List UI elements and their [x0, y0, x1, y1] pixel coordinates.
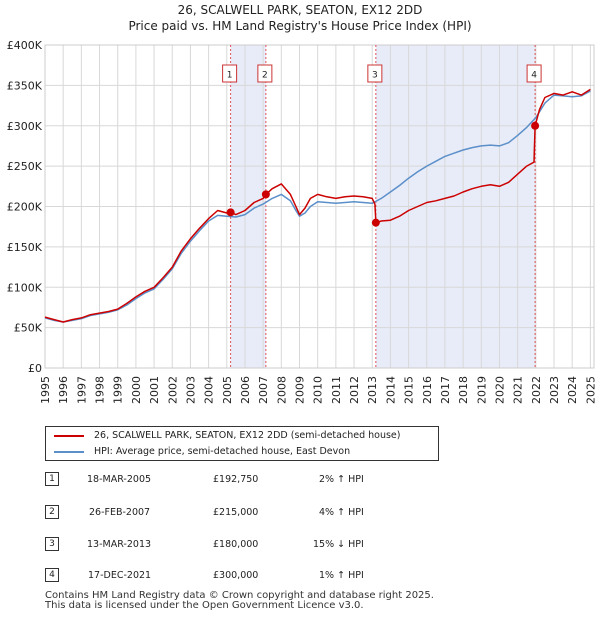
sale-number: 1 — [45, 472, 59, 486]
sale-date: 26-FEB-2007 — [89, 507, 151, 518]
sale-price: £192,750 — [213, 474, 259, 485]
y-tick-label: £200K — [7, 201, 43, 214]
x-tick-label: 2005 — [221, 376, 234, 404]
footer-line-2: This data is licensed under the Open Gov… — [45, 600, 364, 611]
legend-label-property: 26, SCALWELL PARK, SEATON, EX12 2DD (sem… — [94, 430, 401, 441]
x-tick-label: 1995 — [39, 376, 52, 404]
x-tick-label: 2015 — [403, 376, 416, 404]
legend-swatch-property — [54, 434, 84, 437]
y-tick-label: £350K — [7, 79, 43, 92]
x-tick-label: 2024 — [566, 376, 579, 404]
y-tick-label: £50K — [14, 322, 43, 335]
x-tick-label: 2016 — [421, 376, 434, 404]
sale-marker-label: 4 — [531, 71, 537, 81]
y-tick-label: £150K — [7, 241, 43, 254]
sale-marker-label: 2 — [262, 71, 268, 81]
sale-hpi-diff: 15% ↓ HPI — [313, 539, 364, 550]
legend-swatch-hpi — [54, 450, 84, 453]
chart-subtitle: Price paid vs. HM Land Registry's House … — [128, 19, 471, 33]
x-tick-label: 2019 — [475, 376, 488, 404]
x-tick-label: 2007 — [257, 376, 270, 404]
x-tick-label: 2020 — [493, 376, 506, 404]
x-tick-label: 2014 — [384, 376, 397, 404]
y-tick-label: £400K — [7, 39, 43, 52]
x-tick-label: 2018 — [457, 376, 470, 404]
sale-number: 4 — [45, 568, 59, 582]
x-tick-label: 2003 — [184, 376, 197, 404]
sale-number: 3 — [45, 537, 59, 551]
y-tick-label: £0 — [28, 362, 42, 375]
x-tick-label: 2010 — [312, 376, 325, 404]
x-tick-label: 2025 — [584, 376, 597, 404]
sale-date: 18-MAR-2005 — [87, 474, 152, 485]
x-tick-label: 1998 — [94, 376, 107, 404]
price-chart: 26, SCALWELL PARK, SEATON, EX12 2DD Pric… — [7, 3, 598, 404]
x-tick-label: 2008 — [275, 376, 288, 404]
legend-label-hpi: HPI: Average price, semi-detached house,… — [94, 446, 351, 457]
x-tick-label: 2022 — [530, 376, 543, 404]
x-tick-label: 2009 — [294, 376, 307, 404]
sale-row: 3 13-MAR-2013 £180,000 15% ↓ HPI — [45, 535, 465, 555]
sale-marker-label: 1 — [227, 71, 233, 81]
hpi-line — [44, 90, 591, 323]
sale-row: 4 17-DEC-2021 £300,000 1% ↑ HPI — [45, 566, 465, 586]
y-tick-label: £300K — [7, 120, 43, 133]
sale-price: £300,000 — [213, 570, 259, 581]
x-tick-label: 2017 — [439, 376, 452, 404]
x-tick-label: 2021 — [512, 376, 525, 404]
footer-line-1: Contains HM Land Registry data © Crown c… — [45, 590, 434, 601]
sale-marker-box — [526, 64, 542, 83]
legend-item-property: 26, SCALWELL PARK, SEATON, EX12 2DD (sem… — [54, 428, 400, 444]
sale-row: 1 18-MAR-2005 £192,750 2% ↑ HPI — [45, 470, 465, 490]
sale-price: £215,000 — [213, 507, 259, 518]
x-tick-label: 1996 — [57, 376, 70, 404]
sale-point — [261, 190, 270, 199]
sale-point — [226, 208, 235, 217]
sale-point — [371, 218, 380, 227]
sale-date: 17-DEC-2021 — [88, 570, 152, 581]
sale-hpi-diff: 2% ↑ HPI — [319, 474, 364, 485]
sale-row: 2 26-FEB-2007 £215,000 4% ↑ HPI — [45, 503, 465, 523]
x-tick-label: 1997 — [75, 376, 88, 404]
sale-price: £180,000 — [213, 539, 259, 550]
x-tick-label: 2006 — [239, 376, 252, 404]
sale-marker-box — [257, 64, 273, 83]
x-tick-label: 1999 — [112, 376, 125, 404]
x-tick-label: 2013 — [366, 376, 379, 404]
sale-point — [531, 121, 540, 130]
chart-legend: 26, SCALWELL PARK, SEATON, EX12 2DD (sem… — [45, 426, 439, 461]
x-tick-label: 2023 — [548, 376, 561, 404]
footer-attribution: Contains HM Land Registry data © Crown c… — [45, 591, 434, 611]
sale-marker-label: 3 — [372, 71, 378, 81]
sale-marker-box — [222, 64, 238, 83]
x-tick-label: 2012 — [348, 376, 361, 404]
y-tick-label: £100K — [7, 281, 43, 294]
x-tick-label: 2002 — [166, 376, 179, 404]
legend-item-hpi: HPI: Average price, semi-detached house,… — [54, 444, 350, 460]
sale-hpi-diff: 1% ↑ HPI — [319, 570, 364, 581]
chart-title: 26, SCALWELL PARK, SEATON, EX12 2DD — [178, 3, 423, 17]
y-tick-label: £250K — [7, 160, 43, 173]
sale-number: 2 — [45, 505, 59, 519]
x-tick-label: 2000 — [130, 376, 143, 404]
x-tick-label: 2011 — [330, 376, 343, 404]
property-price-line — [44, 88, 591, 323]
sale-marker-box — [367, 64, 383, 83]
sale-date: 13-MAR-2013 — [87, 539, 152, 550]
x-tick-label: 2004 — [203, 376, 216, 404]
plot-frame — [44, 44, 595, 369]
x-tick-label: 2001 — [148, 376, 161, 404]
sale-hpi-diff: 4% ↑ HPI — [319, 507, 364, 518]
